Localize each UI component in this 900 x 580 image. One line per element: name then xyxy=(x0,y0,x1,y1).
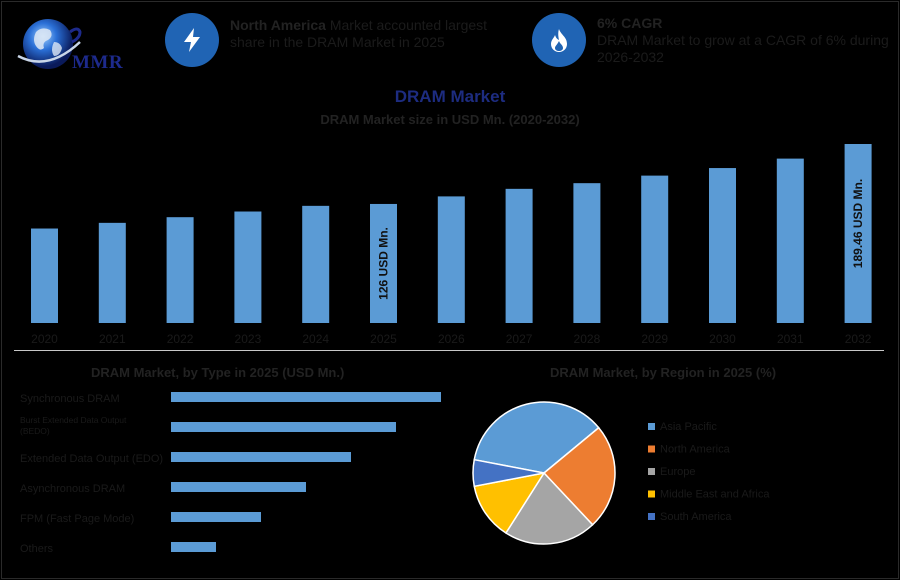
header-region-line2: share in the DRAM Market in 2025 xyxy=(230,34,445,50)
header-region-line1: Market accounted largest xyxy=(325,17,488,33)
header-north-america-text: North America Market accounted largest s… xyxy=(230,17,520,51)
type-chart-title: DRAM Market, by Type in 2025 (USD Mn.) xyxy=(91,365,345,380)
legend-label-2: Europe xyxy=(660,466,695,478)
x-tick-label-2031: 2031 xyxy=(777,332,804,346)
bar-2024 xyxy=(302,205,330,323)
globe-icon xyxy=(17,19,82,69)
pie-slice-north-america xyxy=(542,426,616,526)
type-bar-chart: Synchronous DRAM Burst Extended Data Outp… xyxy=(20,392,441,555)
x-tick-label-2027: 2027 xyxy=(506,332,533,346)
bar-2032 xyxy=(844,144,872,323)
pie-slice-asia-pacific xyxy=(473,401,600,474)
type-label-5: Others xyxy=(20,543,54,555)
legend-swatch-3 xyxy=(648,490,655,498)
type-bar-5 xyxy=(171,542,216,552)
bar-2020 xyxy=(31,228,58,323)
chart-title: DRAM Market xyxy=(394,87,506,106)
legend-swatch-1 xyxy=(648,445,655,453)
x-tick-label-2032: 2032 xyxy=(845,332,872,346)
bar-2025 xyxy=(370,203,397,323)
x-tick-label-2020: 2020 xyxy=(31,332,58,346)
type-label-2: Extended Data Output (EDO) xyxy=(20,453,163,465)
bar-2022 xyxy=(166,217,194,323)
x-tick-label-2024: 2024 xyxy=(302,332,329,346)
legend-label-1: North America xyxy=(660,444,731,456)
data-label-2025: 126 USD Mn. xyxy=(377,227,391,300)
pie-slice-middle-east-and-africa xyxy=(473,471,546,534)
bar-2031 xyxy=(776,158,804,323)
type-label-1: Burst Extended Data Output (BEDO) xyxy=(20,415,127,436)
type-bar-1 xyxy=(171,422,396,432)
type-bar-3 xyxy=(171,482,306,492)
lightning-icon-badge xyxy=(165,13,219,67)
region-pie-chart: Asia Pacific North America Europe Middle Ea… xyxy=(472,401,770,545)
x-tick-label-2029: 2029 xyxy=(641,332,668,346)
bar-2029 xyxy=(641,175,669,323)
region-chart-title: DRAM Market, by Region in 2025 (%) xyxy=(550,365,777,380)
legend-label-4: South America xyxy=(660,511,732,523)
x-tick-label-2023: 2023 xyxy=(235,332,262,346)
type-bar-2 xyxy=(171,452,351,462)
bar-2021 xyxy=(98,222,126,323)
x-tick-label-2028: 2028 xyxy=(574,332,601,346)
x-tick-label-2021: 2021 xyxy=(99,332,126,346)
type-label-4: FPM (Fast Page Mode) xyxy=(20,513,134,525)
header-highlight-cagr: 6% CAGR xyxy=(597,15,663,31)
header-cagr-line2: 2026-2032 xyxy=(597,49,664,65)
bar-2028 xyxy=(573,183,601,323)
chart-subtitle: DRAM Market size in USD Mn. (2020-2032) xyxy=(320,112,580,127)
bar-2026 xyxy=(437,196,465,323)
type-label-0: Synchronous DRAM xyxy=(20,393,120,405)
mmr-logo: MMR xyxy=(14,12,144,80)
x-tick-label-2026: 2026 xyxy=(438,332,465,346)
lightning-icon xyxy=(184,28,200,52)
legend-swatch-2 xyxy=(648,468,655,475)
header-cagr-text: 6% CAGR DRAM Market to grow at a CAGR of… xyxy=(597,15,897,66)
x-tick-label-2030: 2030 xyxy=(709,332,736,346)
bar-2023 xyxy=(234,211,262,323)
section-divider xyxy=(14,350,884,351)
bar-2030 xyxy=(709,168,736,323)
pie-slice-europe xyxy=(504,471,594,545)
market-size-bar-chart: 2020 2021 2022 2023 2024 2025 126 USD Mn. 2026 2… xyxy=(31,144,872,346)
legend-label-0: Asia Pacific xyxy=(660,421,717,433)
type-bar-4 xyxy=(171,512,261,522)
data-label-2032: 189.46 USD Mn. xyxy=(851,179,865,268)
flame-icon-badge xyxy=(532,13,586,67)
x-tick-label-2022: 2022 xyxy=(167,332,194,346)
bar-2027 xyxy=(505,188,533,323)
legend-swatch-0 xyxy=(648,423,655,430)
type-bar-0 xyxy=(171,392,441,402)
header-highlight-region: North America xyxy=(230,17,326,33)
legend-label-3: Middle East and Africa xyxy=(660,489,770,501)
x-tick-label-2025: 2025 xyxy=(370,332,397,346)
pie-slice-south-america xyxy=(472,458,545,488)
flame-icon xyxy=(551,29,567,52)
type-label-3: Asynchronous DRAM xyxy=(20,483,125,495)
legend-swatch-4 xyxy=(648,513,655,520)
logo-text: MMR xyxy=(72,52,124,73)
header-cagr-line1: DRAM Market to grow at a CAGR of 6% duri… xyxy=(597,32,889,48)
